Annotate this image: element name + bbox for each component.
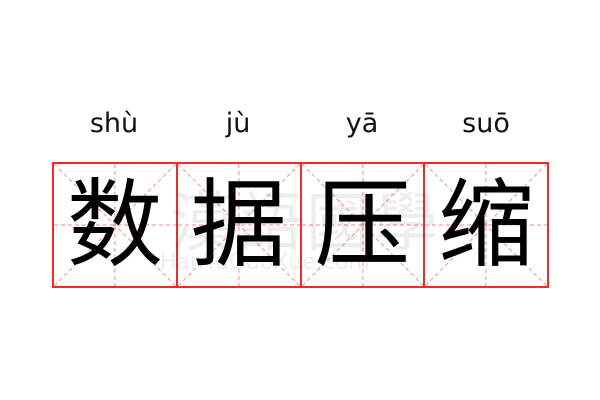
guide-lines — [425, 164, 547, 286]
hanzi-1: 数 — [66, 169, 163, 281]
guide-lines — [302, 164, 424, 286]
character-cell: 压 — [302, 164, 426, 286]
pinyin-1: shù — [89, 108, 139, 139]
guide-lines — [54, 164, 176, 286]
pinyin-4: suō — [462, 108, 510, 139]
character-cell: 缩 — [425, 164, 547, 286]
pinyin-3: yā — [345, 108, 379, 139]
character-cell: 据 — [178, 164, 302, 286]
hanzi-2: 据 — [190, 169, 287, 281]
guide-lines — [178, 164, 300, 286]
hanzi-4: 缩 — [438, 169, 535, 281]
hanzi-3: 压 — [314, 169, 411, 281]
character-grid: 数 据 压 缩 — [52, 162, 549, 288]
pinyin-2: jù — [225, 108, 251, 139]
character-cell: 数 — [54, 164, 178, 286]
